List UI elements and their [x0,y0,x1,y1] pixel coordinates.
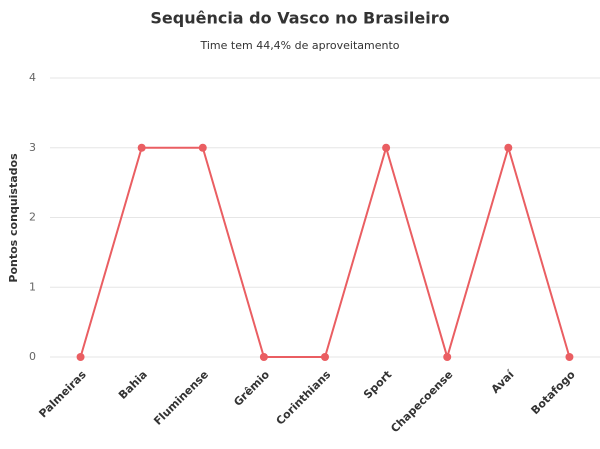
x-tick-label: Palmeiras [36,368,89,421]
point [321,353,329,361]
y-tick-label: 3 [29,141,36,154]
point [198,143,207,152]
y-tick-label: 4 [29,71,36,84]
x-tick-label: Fluminense [151,368,211,428]
x-tick-label: Bahia [116,368,150,402]
x-tick-label: Botafogo [529,368,578,417]
chart-subtitle: Time tem 44,4% de aproveitamento [199,39,399,52]
point [504,143,513,152]
x-tick-label: Corinthians [274,368,334,428]
point [137,143,146,152]
x-tick-label: Grêmio [231,368,272,409]
chart-title: Sequência do Vasco no Brasileiro [150,9,449,28]
x-tick-label: Avaí [489,367,518,396]
point [565,353,574,361]
x-tick-label: Chapecoense [388,368,455,435]
point [259,353,268,361]
y-axis-label: Pontos conquistados [7,153,20,283]
point [443,353,452,361]
y-tick-label: 0 [29,350,36,363]
point [76,353,85,361]
y-tick-label: 2 [29,211,36,224]
point [382,143,391,152]
y-tick-label: 1 [29,280,36,293]
x-tick-label: Sport [361,368,394,401]
line [79,144,571,361]
